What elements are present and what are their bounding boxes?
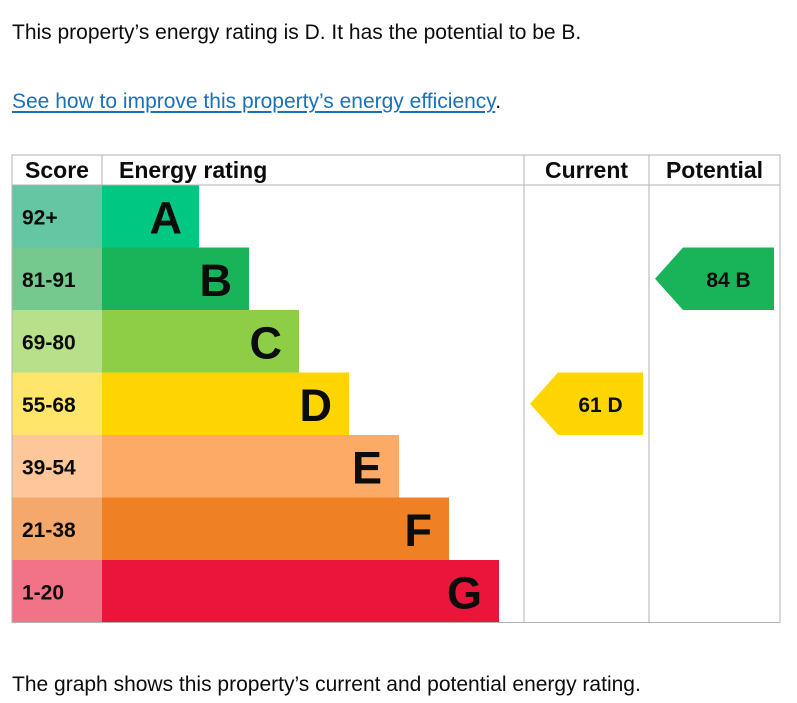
current-rating-label: 61 D <box>578 394 622 417</box>
improve-energy-efficiency-link[interactable]: See how to improve this property’s energ… <box>12 90 496 113</box>
chart-description: The graph shows this property’s current … <box>12 673 641 696</box>
score-cell-a <box>12 185 102 248</box>
rating-bar-a <box>102 185 199 248</box>
rating-summary: This property’s energy rating is D. It h… <box>12 21 582 44</box>
band-letter-d: D <box>300 380 333 431</box>
score-range-d: 55-68 <box>22 394 76 417</box>
rating-bar-d <box>102 372 349 435</box>
score-cell-d <box>12 372 102 435</box>
score-range-f: 21-38 <box>22 519 76 542</box>
band-letter-b: B <box>200 255 233 306</box>
current-arrow <box>530 372 643 435</box>
chart-border <box>11 154 781 623</box>
score-range-e: 39-54 <box>22 456 76 479</box>
current-header: Current <box>545 157 628 183</box>
potential-rating-label: 84 B <box>706 269 750 292</box>
band-letter-g: G <box>447 567 482 618</box>
potential-arrow <box>655 247 774 310</box>
potential-header: Potential <box>666 157 763 183</box>
band-letter-e: E <box>352 442 382 493</box>
score-range-c: 69-80 <box>22 331 76 354</box>
score-cell-b <box>12 247 102 310</box>
score-range-g: 1-20 <box>22 581 64 604</box>
score-cell-e <box>12 435 102 498</box>
band-letter-c: C <box>250 317 283 368</box>
rating-bar-b <box>102 247 249 310</box>
rating-bar-c <box>102 310 299 373</box>
score-header: Score <box>25 157 89 183</box>
band-letter-a: A <box>150 192 183 243</box>
score-cell-g <box>12 560 102 623</box>
improve-link-line: See how to improve this property’s energ… <box>12 87 501 117</box>
score-cell-c <box>12 310 102 373</box>
band-letter-f: F <box>405 505 433 556</box>
link-suffix: . <box>495 90 502 113</box>
score-range-a: 92+ <box>22 206 58 229</box>
rating-bar-g <box>102 560 499 623</box>
rating-bar-e <box>102 435 399 498</box>
energy-rating-header: Energy rating <box>119 157 267 183</box>
score-cell-f <box>12 497 102 560</box>
score-range-b: 81-91 <box>22 269 76 292</box>
rating-bar-f <box>102 497 449 560</box>
